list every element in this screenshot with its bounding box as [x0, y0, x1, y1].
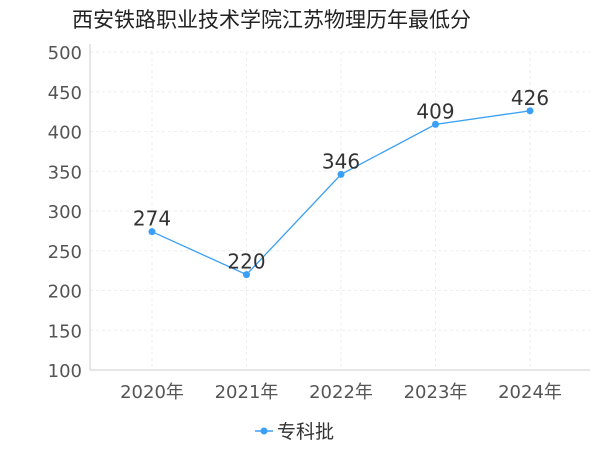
y-tick-label: 450: [48, 83, 82, 104]
y-tick-label: 150: [48, 321, 82, 342]
x-tick-label: 2022年: [309, 382, 373, 403]
data-point[interactable]: [337, 170, 345, 178]
data-label: 409: [416, 99, 454, 123]
data-label: 220: [227, 250, 265, 274]
legend[interactable]: 专科批: [255, 421, 334, 443]
legend-marker-icon: [260, 427, 268, 435]
y-tick-label: 200: [48, 282, 82, 303]
chart-title: 西安铁路职业技术学院江苏物理历年最低分: [72, 8, 471, 32]
x-tick-label: 2024年: [498, 382, 562, 403]
y-axis-ticks: 100 150 200 250 300 350 400 450 500: [48, 43, 82, 382]
data-label: 274: [133, 207, 171, 231]
x-axis-ticks: 2020年 2021年 2022年 2023年 2024年: [120, 382, 562, 403]
data-label: 346: [322, 149, 360, 173]
y-tick-label: 100: [48, 361, 82, 382]
y-tick-label: 350: [48, 162, 82, 183]
axes: [89, 44, 590, 371]
y-tick-label: 250: [48, 242, 82, 263]
data-label: 426: [511, 86, 549, 110]
y-tick-label: 500: [48, 43, 82, 64]
x-tick-label: 2021年: [215, 382, 279, 403]
series-line-layer: [148, 107, 534, 279]
legend-label: 专科批: [277, 421, 334, 443]
grid: [90, 51, 590, 371]
y-tick-label: 300: [48, 202, 82, 223]
data-point[interactable]: [148, 228, 156, 236]
data-point[interactable]: [432, 120, 439, 128]
data-labels: 274 220 346 409 426: [133, 86, 549, 274]
data-point[interactable]: [243, 271, 250, 279]
x-tick-label: 2020年: [120, 382, 184, 403]
data-point[interactable]: [526, 107, 534, 115]
x-tick-label: 2023年: [404, 382, 468, 403]
y-tick-label: 400: [48, 123, 82, 144]
